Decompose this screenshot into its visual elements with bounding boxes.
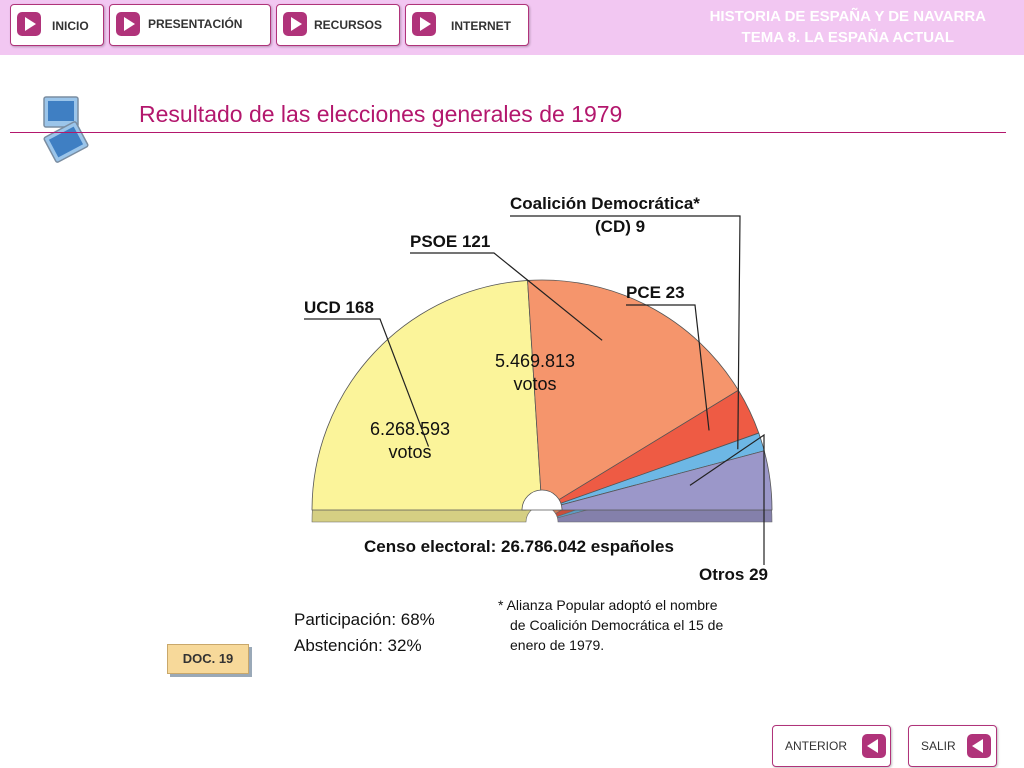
page-title: Resultado de las elecciones generales de… xyxy=(139,101,623,127)
salir-label: SALIR xyxy=(921,739,956,753)
votes-unit-psoe: votos xyxy=(513,374,556,394)
nav-label-presentacion: PRESENTACIÓN xyxy=(148,17,243,31)
label-pce: PCE 23 xyxy=(626,283,685,302)
leader-cd xyxy=(510,215,741,450)
nav-button-recursos[interactable]: RECURSOS xyxy=(276,4,400,46)
title-divider xyxy=(10,132,1006,133)
participacion-text: Participación: 68% xyxy=(294,610,435,629)
exit-arrow-icon xyxy=(967,734,991,758)
course-title-line2: TEMA 8. LA ESPAÑA ACTUAL xyxy=(741,29,955,46)
leader-psoe xyxy=(410,252,603,341)
anterior-label: ANTERIOR xyxy=(785,739,848,753)
salir-button[interactable]: SALIR xyxy=(908,725,997,767)
anterior-button[interactable]: ANTERIOR xyxy=(772,725,891,767)
chart-center-hub xyxy=(521,489,563,511)
election-results-chart: UCD 168 6.268.593 votos PSOE 121 5.469.813 vo… xyxy=(294,194,773,655)
document-icon xyxy=(43,96,89,163)
label-cd-line2: (CD) 9 xyxy=(595,217,645,236)
leader-otros xyxy=(689,433,765,565)
votes-ucd: 6.268.593 xyxy=(370,419,450,439)
nav-button-inicio[interactable]: INICIO xyxy=(10,4,104,46)
votes-psoe: 5.469.813 xyxy=(495,351,575,371)
play-arrow-icon xyxy=(283,12,307,36)
chart-sectors xyxy=(311,279,773,511)
play-arrow-icon xyxy=(412,12,436,36)
footnote-line1: * Alianza Popular adoptó el nombre xyxy=(498,597,718,613)
nav-label-internet: INTERNET xyxy=(451,19,511,33)
top-navigation-bar: INICIO PRESENTACIÓN RECURSOS INTERNET HI… xyxy=(0,0,1024,55)
chart-labels: UCD 168 6.268.593 votos PSOE 121 5.469.813 vo… xyxy=(294,194,768,655)
censo-text: Censo electoral: 26.786.042 españoles xyxy=(364,537,674,556)
votes-unit-ucd: votos xyxy=(388,442,431,462)
label-cd-line1: Coalición Democrática* xyxy=(510,194,700,213)
label-ucd: UCD 168 xyxy=(304,298,374,317)
abstencion-text: Abstención: 32% xyxy=(294,636,422,655)
footnote-line3: enero de 1979. xyxy=(510,637,604,653)
course-title-line1: HISTORIA DE ESPAÑA Y DE NAVARRA xyxy=(709,8,986,25)
nav-label-inicio: INICIO xyxy=(52,19,89,33)
nav-button-internet[interactable]: INTERNET xyxy=(405,4,529,46)
play-arrow-icon xyxy=(116,12,140,36)
doc-badge: DOC. 19 xyxy=(167,644,249,674)
play-arrow-icon xyxy=(17,12,41,36)
label-psoe: PSOE 121 xyxy=(410,232,490,251)
nav-button-presentacion[interactable]: PRESENTACIÓN xyxy=(109,4,271,46)
chart-leader-lines xyxy=(304,215,765,565)
course-title: HISTORIA DE ESPAÑA Y DE NAVARRA TEMA 8. … xyxy=(710,6,986,48)
label-otros: Otros 29 xyxy=(699,565,768,584)
footnote-line2: de Coalición Democrática el 15 de xyxy=(510,617,723,633)
nav-label-recursos: RECURSOS xyxy=(314,18,383,32)
leader-ucd xyxy=(304,318,430,447)
leader-pce xyxy=(626,304,710,431)
back-arrow-icon xyxy=(862,734,886,758)
